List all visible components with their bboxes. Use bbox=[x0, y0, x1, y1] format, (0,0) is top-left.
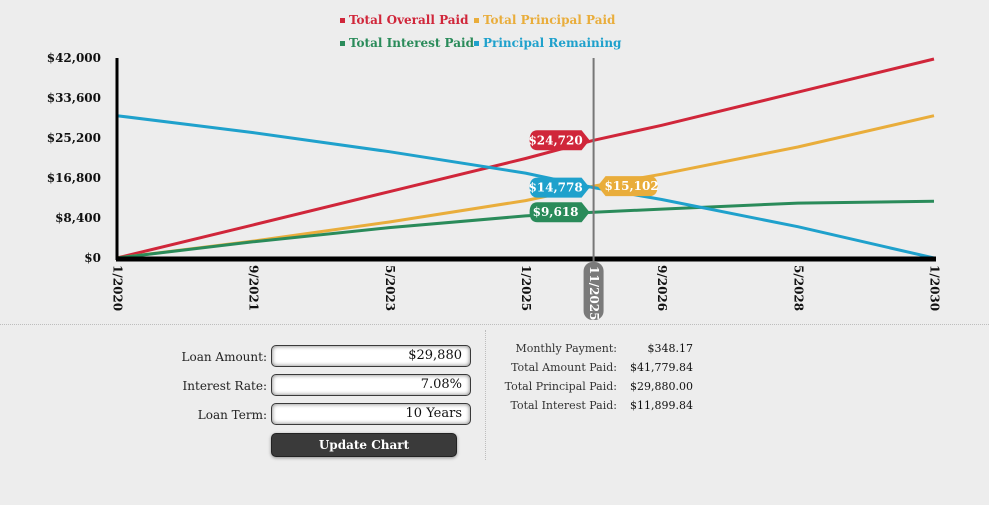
legend-swatch bbox=[474, 41, 479, 46]
loan-amount-label: Loan Amount: bbox=[181, 350, 267, 364]
x-tick-label: 9/2021 bbox=[247, 265, 261, 311]
y-tick-label: $0 bbox=[84, 251, 101, 265]
update-chart-button[interactable]: Update Chart bbox=[271, 433, 457, 457]
x-tick-label: 1/2020 bbox=[111, 265, 125, 311]
y-tick-label: $16,800 bbox=[47, 171, 101, 185]
legend-label: Principal Remaining bbox=[483, 36, 622, 50]
callout-label: $15,102 bbox=[604, 179, 658, 193]
legend-swatch bbox=[340, 41, 345, 46]
loan-term-row: Loan Term: 10 Years bbox=[0, 403, 989, 427]
interest-rate-row: Interest Rate: 7.08% bbox=[0, 374, 989, 398]
monthly-payment-label: Monthly Payment: bbox=[515, 342, 617, 355]
total-principal-label: Total Principal Paid: bbox=[504, 380, 617, 393]
y-tick-label: $25,200 bbox=[47, 131, 101, 145]
series-line bbox=[116, 114, 935, 260]
column-divider bbox=[485, 330, 486, 460]
marker-date-label: 11/2025 bbox=[587, 266, 601, 320]
value-callout bbox=[529, 177, 590, 198]
legend-label: Total Overall Paid bbox=[349, 13, 469, 27]
legend-label: Total Interest Paid bbox=[349, 36, 475, 50]
total-amount-label: Total Amount Paid: bbox=[511, 361, 617, 374]
legend-swatch bbox=[340, 18, 345, 23]
y-tick-label: $33,600 bbox=[47, 91, 101, 105]
total-principal-value: $29,880.00 bbox=[630, 380, 693, 393]
x-tick-label: 9/2026 bbox=[655, 265, 669, 311]
section-divider bbox=[0, 324, 989, 325]
marker-tag bbox=[583, 262, 604, 320]
total-interest-label: Total Interest Paid: bbox=[510, 399, 617, 412]
callout-label: $24,720 bbox=[528, 133, 582, 147]
callout-label: $9,618 bbox=[533, 205, 579, 219]
loan-term-input[interactable]: 10 Years bbox=[271, 403, 471, 425]
total-interest-value: $11,899.84 bbox=[630, 399, 693, 412]
legend-swatch bbox=[474, 18, 479, 23]
loan-term-label: Loan Term: bbox=[197, 408, 267, 422]
total-amount-value: $41,779.84 bbox=[630, 361, 693, 374]
loan-amount-row: Loan Amount: $29,880 bbox=[0, 345, 989, 369]
x-tick-label: 1/2030 bbox=[928, 265, 942, 311]
x-tick-label: 5/2023 bbox=[383, 265, 397, 311]
interest-rate-label: Interest Rate: bbox=[182, 379, 267, 393]
y-tick-label: $8,400 bbox=[55, 211, 101, 225]
value-callout bbox=[529, 202, 590, 223]
value-callout bbox=[597, 176, 658, 197]
x-tick-label: 5/2028 bbox=[791, 265, 805, 311]
x-tick-label: 1/2025 bbox=[519, 265, 533, 311]
legend-label: Total Principal Paid bbox=[483, 13, 616, 27]
monthly-payment-value: $348.17 bbox=[647, 342, 694, 355]
series-line bbox=[116, 57, 935, 260]
callout-label: $14,778 bbox=[528, 181, 582, 195]
value-callout bbox=[529, 130, 590, 151]
interest-rate-input[interactable]: 7.08% bbox=[271, 374, 471, 396]
loan-chart: Total Overall Paid Total Principal Paid To… bbox=[47, 13, 942, 320]
series-line bbox=[116, 114, 935, 260]
y-tick-label: $42,000 bbox=[47, 51, 101, 65]
loan-amount-input[interactable]: $29,880 bbox=[271, 345, 471, 367]
